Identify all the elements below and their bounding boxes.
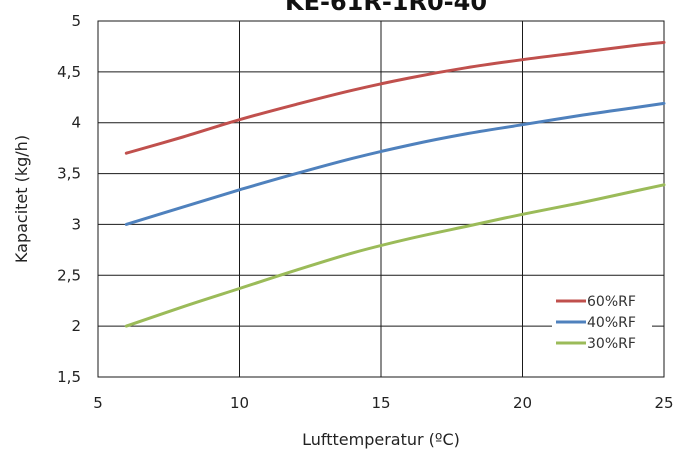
y-tick-label: 4,5	[57, 63, 81, 81]
y-tick-label: 2,5	[57, 266, 81, 284]
legend: 60%RF 40%RF 30%RF	[552, 289, 652, 359]
x-tick-labels: 5 10 15 20 25	[93, 394, 673, 412]
y-tick-label: 3	[71, 215, 81, 233]
x-tick-label: 20	[513, 394, 532, 412]
chart-title: KE-61R-1R0-40	[285, 0, 487, 16]
x-axis-label: Lufttemperatur (ºC)	[302, 430, 460, 449]
y-axis-label: Kapacitet (kg/h)	[12, 135, 31, 263]
x-tick-label: 5	[93, 394, 103, 412]
series-lines	[124, 40, 666, 328]
series-line-3	[124, 183, 666, 328]
legend-label: 40%RF	[587, 315, 636, 331]
x-tick-label: 25	[654, 394, 673, 412]
y-tick-labels: 1,5 2 2,5 3 3,5 4 4,5 5	[57, 12, 81, 386]
gridlines	[97, 20, 665, 378]
x-tick-label: 10	[230, 394, 249, 412]
y-tick-label: 5	[71, 12, 81, 30]
legend-label: 60%RF	[587, 294, 636, 310]
y-tick-label: 3,5	[57, 165, 81, 183]
series-line-1	[124, 40, 666, 155]
plot-border	[97, 20, 665, 378]
y-tick-label: 2	[71, 317, 81, 335]
y-tick-label: 4	[71, 114, 81, 132]
legend-label: 30%RF	[587, 336, 636, 352]
series-line-2	[124, 101, 666, 226]
x-tick-label: 15	[371, 394, 390, 412]
y-tick-label: 1,5	[57, 368, 81, 386]
